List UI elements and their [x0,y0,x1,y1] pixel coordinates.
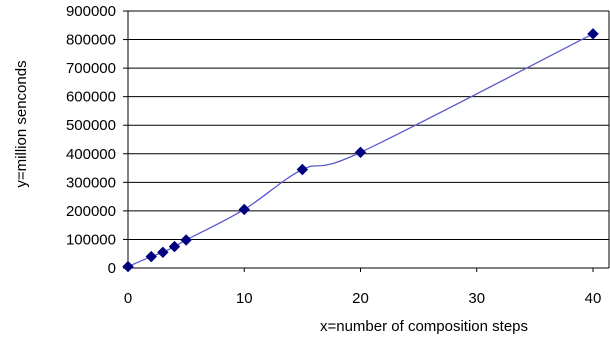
y-tick-label: 700000 [66,60,116,77]
y-axis-title: y=million senconds [13,60,30,187]
y-tick-label: 400000 [66,146,116,163]
y-tick-label: 0 [108,260,116,277]
data-point-marker [145,250,157,263]
data-point-marker [296,163,309,176]
y-tick-labels: 0 100000 200000 300000 400000 500000 600000 700… [66,3,116,277]
data-point-marker [587,28,599,40]
y-tick-label: 600000 [66,89,116,106]
axes [123,10,610,272]
x-tick-labels: 0 10 20 30 40 [124,290,602,307]
series-line [127,33,594,268]
series-line-layer [127,33,594,268]
y-tick-label: 900000 [66,3,116,20]
data-point-marker [157,246,169,259]
y-tick-label: 100000 [66,231,116,248]
series-markers [122,28,599,273]
data-point-marker [168,240,181,253]
x-tick-label: 10 [236,290,253,307]
x-tick-label: 30 [468,290,485,307]
grid [128,10,609,240]
y-tick-label: 800000 [66,32,116,49]
x-axis-title: x=number of composition steps [320,318,528,335]
x-tick-label: 40 [585,290,602,307]
data-point-marker [122,260,134,273]
x-tick-label: 0 [124,290,132,307]
data-point-marker [238,203,250,216]
data-point-marker [180,234,192,246]
data-point-marker [354,146,367,159]
y-tick-label: 300000 [66,174,116,191]
y-tick-label: 200000 [66,203,116,220]
y-tick-label: 500000 [66,117,116,134]
x-tick-label: 20 [352,290,369,307]
